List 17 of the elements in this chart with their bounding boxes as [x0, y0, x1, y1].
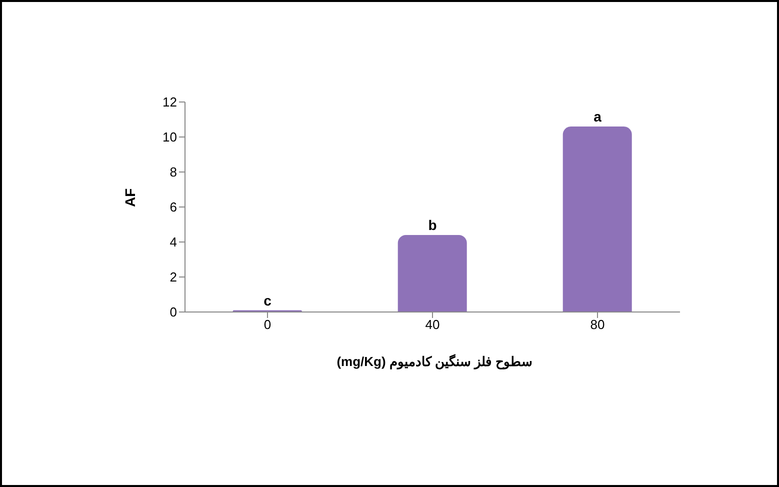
y-tick-label: 6: [170, 200, 177, 215]
annotation: c: [264, 292, 272, 308]
y-tick-label: 8: [170, 164, 177, 180]
x-tick-label: 0: [264, 317, 272, 332]
x-tick-label: 80: [590, 317, 605, 332]
y-tick-label: 0: [170, 304, 177, 320]
bar: [398, 235, 467, 312]
y-tick-label: 2: [170, 270, 177, 285]
x-tick-label: 40: [425, 317, 440, 332]
annotation: b: [428, 217, 437, 233]
x-axis-title: سطوح فلز سنگین کادمیوم (mg/Kg): [336, 354, 534, 369]
y-tick-label: 4: [170, 234, 177, 250]
y-axis-title: AF: [122, 188, 138, 207]
bar: [562, 126, 632, 312]
annotation: a: [594, 108, 602, 124]
y-tick-label: 10: [162, 130, 177, 145]
y-tick-label: 12: [162, 94, 177, 110]
